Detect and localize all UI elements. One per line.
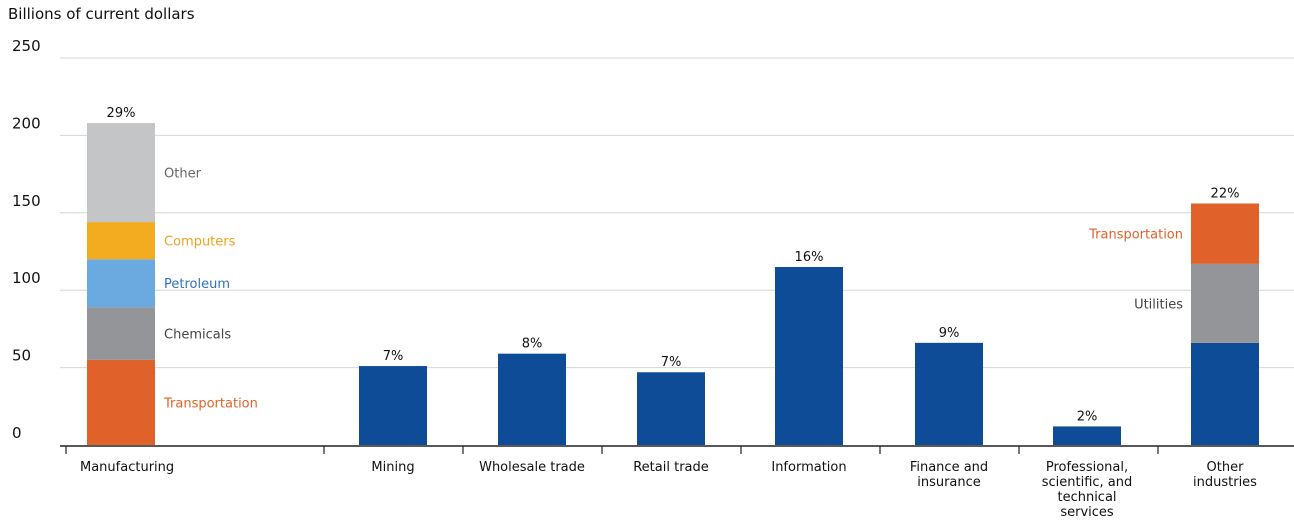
bar-segment: [87, 359, 155, 445]
x-category-label-line: technical: [1057, 490, 1116, 505]
y-axis-ticks: 0 50 100 150 200 250: [12, 37, 41, 442]
x-category-label-line: Retail trade: [633, 460, 709, 475]
percent-label: 7%: [383, 349, 404, 364]
y-tick-label: 100: [12, 269, 41, 287]
x-category-label-line: Finance and: [910, 460, 988, 475]
segment-label: Utilities: [1134, 297, 1183, 312]
x-category-label-line: industries: [1193, 475, 1257, 490]
bar-segment: [498, 353, 566, 445]
percent-label: 9%: [939, 326, 960, 341]
x-category-label: Mining: [371, 460, 414, 475]
percent-label: 29%: [107, 106, 136, 121]
bar-segment: [359, 366, 427, 445]
percent-label: 7%: [661, 355, 682, 370]
percent-label: 2%: [1077, 409, 1098, 424]
x-category-label: Wholesale trade: [479, 460, 585, 475]
percent-label: 8%: [522, 337, 543, 352]
segment-labels: Transportation Chemicals Petroleum Computer…: [163, 167, 1183, 412]
segment-label: Petroleum: [164, 277, 230, 292]
x-category-label: Other industries: [1193, 460, 1257, 490]
bar-segment: [1191, 342, 1259, 445]
y-tick-label: 150: [12, 192, 41, 210]
x-category-label-line: Manufacturing: [80, 460, 174, 475]
x-category-label-line: Mining: [371, 460, 414, 475]
percent-label: 16%: [795, 250, 824, 265]
x-axis-category-labels: Manufacturing Mining Wholesale trade Retail…: [80, 460, 1257, 520]
x-category-label: Manufacturing: [80, 460, 174, 475]
segment-label: Transportation: [1088, 228, 1183, 243]
bar-segment: [915, 342, 983, 445]
y-tick-label: 200: [12, 114, 41, 132]
x-category-label: Information: [771, 460, 846, 475]
bar-segment: [775, 266, 843, 445]
bar-segment: [87, 123, 155, 223]
x-category-label: Retail trade: [633, 460, 709, 475]
segment-label: Transportation: [163, 396, 258, 411]
x-category-label-line: insurance: [917, 475, 981, 490]
x-category-label-line: Information: [771, 460, 846, 475]
x-category-label-line: scientific, and: [1042, 475, 1133, 490]
x-category-label: Finance and insurance: [910, 460, 988, 490]
segment-label: Chemicals: [164, 328, 231, 343]
segment-label: Other: [164, 167, 202, 182]
bar-segment: [1053, 426, 1121, 445]
percent-label: 22%: [1211, 187, 1240, 202]
bars: [87, 123, 1259, 445]
y-tick-label: 0: [12, 424, 22, 442]
segment-label: Computers: [164, 235, 236, 250]
x-category-label-line: Other: [1207, 460, 1245, 475]
y-tick-label: 250: [12, 37, 41, 55]
bar-segment: [87, 307, 155, 360]
bar-segment: [87, 259, 155, 308]
gridlines: [60, 57, 1294, 369]
bar-segment: [1191, 203, 1259, 264]
x-category-label: Professional, scientific, and technical ser…: [1042, 460, 1133, 520]
bar-segment: [637, 372, 705, 445]
bar-segment: [1191, 263, 1259, 343]
percent-labels: 29% 7% 8% 7% 16% 9% 2% 22%: [107, 106, 1240, 424]
bar-segment: [87, 222, 155, 260]
x-category-label-line: Professional,: [1046, 460, 1128, 475]
y-tick-label: 50: [12, 347, 31, 365]
y-axis-unit-label: Billions of current dollars: [8, 5, 195, 23]
x-category-label-line: Wholesale trade: [479, 460, 585, 475]
x-axis: [60, 445, 1294, 454]
x-category-label-line: services: [1060, 505, 1114, 520]
